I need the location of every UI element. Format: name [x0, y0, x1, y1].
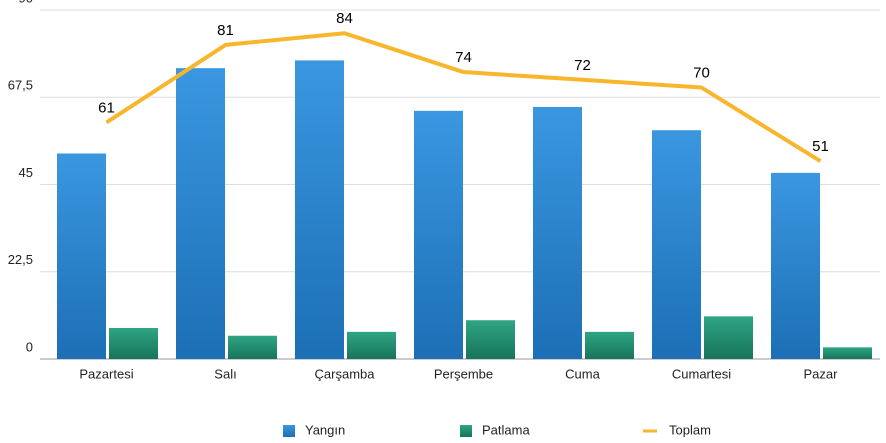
legend-label: Patlama: [482, 422, 530, 437]
x-tick-label: Salı: [214, 366, 236, 381]
bar: [414, 110, 463, 359]
bar: [347, 331, 396, 359]
bar: [585, 331, 634, 359]
x-tick-label: Cuma: [565, 366, 600, 381]
x-tick-label: Cumartesi: [672, 366, 731, 381]
bar: [823, 347, 872, 359]
legend-label: Toplam: [669, 422, 711, 437]
line: [105, 31, 822, 163]
x-tick-label: Pazar: [804, 366, 839, 381]
x-tick-label: Pazartesi: [79, 366, 133, 381]
bar: [228, 335, 277, 359]
legend-swatch: [283, 425, 295, 437]
bar: [295, 60, 344, 360]
bar: [176, 68, 225, 360]
bar: [57, 153, 106, 359]
data-label: 81: [217, 22, 234, 39]
data-label: 72: [574, 57, 591, 74]
bar: [704, 316, 753, 359]
legend-label: Yangın: [305, 422, 345, 437]
data-label: 51: [812, 138, 829, 155]
y-tick-label: 45: [19, 165, 33, 180]
bar: [533, 106, 582, 359]
bar: [771, 172, 820, 359]
y-tick-label: 0: [26, 339, 33, 354]
y-tick-label: 22,5: [8, 252, 33, 267]
data-label: 70: [693, 65, 710, 82]
x-tick-label: Perşembe: [434, 366, 493, 381]
legend-swatch: [460, 425, 472, 437]
data-label: 61: [98, 99, 115, 116]
y-tick-label: 67,5: [8, 78, 33, 93]
bar: [109, 327, 158, 359]
data-label: 74: [455, 49, 472, 66]
bar: [466, 320, 515, 359]
bar: [652, 130, 701, 359]
x-tick-label: Çarşamba: [315, 366, 376, 381]
data-label: 84: [336, 10, 353, 27]
y-tick-label: 90: [19, 0, 33, 5]
